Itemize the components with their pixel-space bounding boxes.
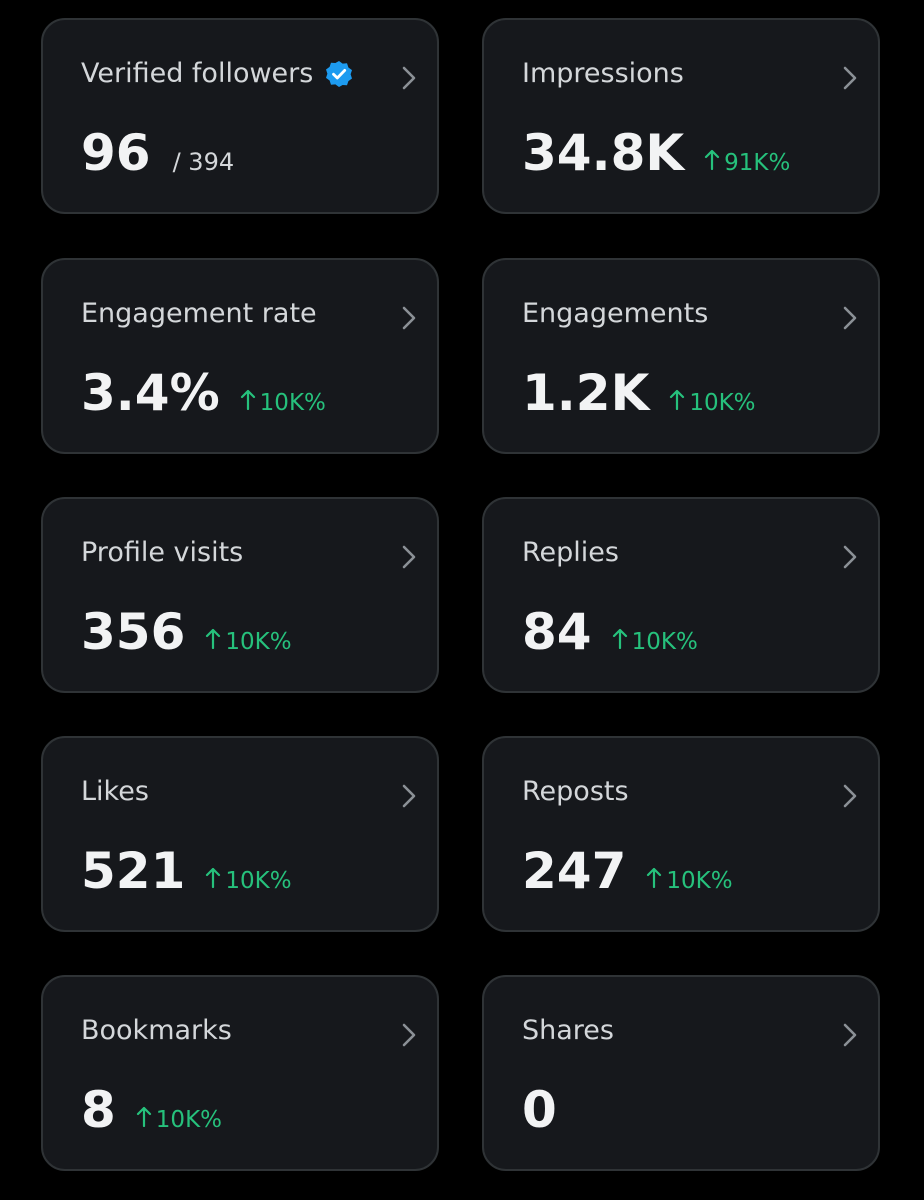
metric-value: 521 (81, 842, 186, 900)
metric-card[interactable]: Likes 521 10K% (41, 736, 439, 932)
metric-value: 1.2K (522, 364, 650, 422)
metric-card[interactable]: Verified followers 96 / 394 (41, 18, 439, 214)
chevron-right (843, 66, 857, 90)
metric-value: 8 (81, 1081, 116, 1139)
metric-card[interactable]: Reposts 247 10K% (482, 736, 880, 932)
metric-card[interactable]: Engagement rate 3.4% 10K% (41, 258, 439, 454)
metric-change: 91K% (704, 148, 790, 176)
metric-row: 0 (522, 1081, 557, 1139)
metric-row: 356 10K% (81, 603, 292, 661)
metric-value: 34.8K (522, 124, 685, 182)
chevron-right (843, 545, 857, 569)
metric-label-row: Profile visits (81, 537, 243, 568)
metric-change: 10K% (646, 866, 733, 894)
metric-change-text: 10K% (225, 629, 292, 655)
metric-label: Engagement rate (81, 298, 317, 329)
metric-label-row: Reposts (522, 776, 629, 807)
metric-label-row: Bookmarks (81, 1015, 232, 1046)
metric-row: 521 10K% (81, 842, 292, 900)
chevron-right (402, 1023, 416, 1047)
metric-change: 10K% (612, 627, 698, 655)
metric-label: Bookmarks (81, 1015, 232, 1046)
metric-card[interactable]: Shares 0 (482, 975, 880, 1171)
metric-label: Reposts (522, 776, 629, 807)
metric-change: 10K% (669, 388, 756, 416)
metric-change-text: 91K% (724, 150, 791, 176)
metric-row: 84 10K% (522, 603, 698, 661)
up-arrow (612, 628, 627, 649)
metric-value: 96 (81, 124, 151, 182)
metric-value: 247 (522, 842, 627, 900)
metric-value: 3.4% (81, 364, 220, 422)
metric-row: 1.2K 10K% (522, 364, 756, 422)
metric-label-row: Impressions (522, 58, 684, 89)
metric-card[interactable]: Bookmarks 8 10K% (41, 975, 439, 1171)
metric-card[interactable]: Engagements 1.2K 10K% (482, 258, 880, 454)
up-arrow (670, 389, 685, 410)
metric-label: Likes (81, 776, 149, 807)
metric-label-row: Verified followers (81, 58, 353, 89)
chevron-right (402, 306, 416, 330)
metric-value: 0 (522, 1081, 557, 1139)
metric-change-text: 10K% (155, 1107, 223, 1133)
metric-value: 84 (522, 603, 592, 661)
up-arrow (136, 1106, 151, 1127)
metric-change-text: 10K% (631, 629, 698, 655)
metric-change: 10K% (205, 627, 292, 655)
metric-label-row: Engagements (522, 298, 708, 329)
metric-row: 96 / 394 (81, 124, 234, 182)
chevron-right (402, 66, 416, 90)
metric-card[interactable]: Replies 84 10K% (482, 497, 880, 693)
metric-change-text: 10K% (259, 390, 326, 416)
metric-card[interactable]: Profile visits 356 10K% (41, 497, 439, 693)
chevron-right (843, 306, 857, 330)
metric-row: 34.8K 91K% (522, 124, 790, 182)
metric-card[interactable]: Impressions 34.8K 91K% (482, 18, 880, 214)
metric-row: 247 10K% (522, 842, 733, 900)
metric-label: Shares (522, 1015, 614, 1046)
metric-label-row: Likes (81, 776, 149, 807)
verified-badge (326, 60, 353, 87)
metric-label: Replies (522, 537, 619, 568)
up-arrow (240, 389, 255, 410)
metric-label-row: Replies (522, 537, 619, 568)
up-arrow (705, 149, 720, 170)
chevron-right (843, 1023, 857, 1047)
up-arrow (206, 867, 221, 888)
metric-label: Verified followers (81, 58, 314, 89)
metric-change: 10K% (240, 388, 326, 416)
metric-label-row: Engagement rate (81, 298, 317, 329)
metric-label-row: Shares (522, 1015, 614, 1046)
chevron-right (402, 784, 416, 808)
metric-change: 10K% (136, 1105, 222, 1133)
metric-value: 356 (81, 603, 186, 661)
up-arrow (647, 867, 662, 888)
metric-change-text: 10K% (689, 390, 756, 416)
metric-change: 10K% (205, 866, 292, 894)
metric-row: 8 10K% (81, 1081, 222, 1139)
chevron-right (843, 784, 857, 808)
metric-label: Impressions (522, 58, 684, 89)
metric-label: Engagements (522, 298, 709, 329)
metric-change-text: 10K% (666, 868, 733, 894)
metric-row: 3.4% 10K% (81, 364, 326, 422)
metric-total: / 394 (172, 148, 235, 176)
up-arrow (206, 628, 221, 649)
metric-change-text: 10K% (225, 868, 292, 894)
metric-label: Profile visits (81, 537, 244, 568)
chevron-right (402, 545, 416, 569)
